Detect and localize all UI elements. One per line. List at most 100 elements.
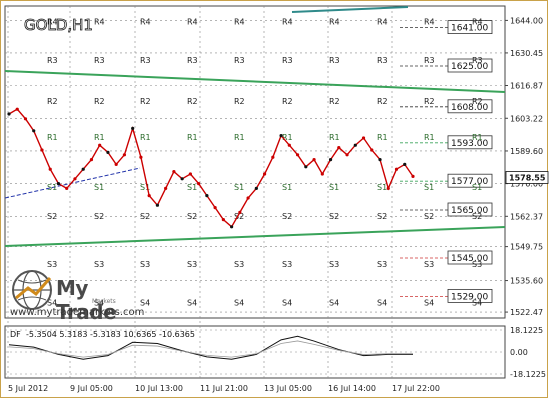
pivot-label-s1: S1 — [94, 183, 104, 192]
price-point — [254, 186, 258, 190]
pivot-label-s3: S3 — [282, 260, 292, 269]
pivot-label-r4: R4 — [472, 18, 483, 27]
price-point — [411, 174, 415, 178]
pivot-label-s1: S1 — [234, 183, 244, 192]
price-point — [238, 210, 242, 214]
y-tick-label: 1522.47 — [510, 308, 543, 317]
price-point — [287, 143, 291, 147]
price-series-layer — [7, 107, 415, 229]
price-point — [312, 158, 316, 162]
y-tick-label: 1603.22 — [510, 114, 543, 123]
price-point — [197, 182, 201, 186]
pivot-level-value: 1529.00 — [451, 292, 488, 302]
pivot-label-r1: R1 — [94, 133, 105, 142]
y-tick-label: 1535.60 — [510, 277, 543, 286]
pivot-label-r1: R1 — [187, 133, 198, 142]
pivot-level-layer: 1641.00 1625.00 1608.00 1593.00 1577.00 1565.… — [400, 20, 493, 303]
price-point — [65, 186, 69, 190]
pivot-label-s4: S4 — [377, 298, 387, 307]
price-point — [180, 177, 184, 181]
price-point — [48, 167, 52, 171]
support-trendline — [4, 167, 141, 199]
pivot-level-value: 1608.00 — [451, 103, 488, 113]
brand-logo: My Trade Markets — [8, 266, 120, 324]
pivot-label-r4: R4 — [234, 18, 245, 27]
pivot-label-s1: S1 — [329, 183, 339, 192]
x-tick-label: 10 Jul 13:00 — [135, 384, 183, 393]
price-point — [370, 148, 374, 152]
logo-subtext: Markets — [92, 298, 116, 305]
price-point — [32, 129, 36, 133]
pivot-label-r4: R4 — [282, 18, 293, 27]
pivot-label-s1: S1 — [424, 183, 434, 192]
price-point — [106, 150, 110, 154]
price-point — [271, 155, 275, 159]
pivot-label-r2: R2 — [94, 97, 105, 106]
price-point — [23, 117, 28, 121]
pivot-level-value: 1641.00 — [451, 24, 488, 34]
pivot-label-r2: R2 — [140, 97, 151, 106]
chart-title: GOLD,H1 — [24, 16, 93, 34]
pivot-label-r4: R4 — [329, 18, 340, 27]
pivot-label-r4: R4 — [424, 18, 435, 27]
trend-channel-lower — [4, 226, 506, 247]
pivot-label-s3: S3 — [140, 260, 150, 269]
indicator-tick-label: 18.1225 — [510, 326, 543, 335]
x-tick-label: 16 Jul 14:00 — [328, 384, 376, 393]
pivot-label-s2: S2 — [377, 212, 387, 221]
axis-layer: 1644.00 1630.45 1616.87 1603.22 1589.60 1576.… — [8, 16, 549, 393]
pivot-label-s2: S2 — [282, 212, 292, 221]
pivot-label-r3: R3 — [94, 56, 105, 65]
pivot-label-s4: S4 — [282, 298, 292, 307]
pivot-level-box — [447, 58, 493, 73]
pivot-level-value: 1625.00 — [451, 62, 488, 72]
pivot-label-s4: S4 — [472, 298, 482, 307]
price-point — [378, 158, 382, 162]
pivot-label-r4: R4 — [94, 18, 105, 27]
pivot-label-r2: R2 — [282, 97, 293, 106]
pivot-label-r4: R4 — [47, 18, 58, 27]
price-point — [213, 206, 217, 210]
pivot-label-s2: S2 — [234, 212, 244, 221]
trend-line-top — [291, 6, 409, 13]
pivot-label-s2: S2 — [47, 212, 57, 221]
pivot-label-r1: R1 — [234, 133, 245, 142]
price-point — [172, 170, 176, 174]
pivot-label-s3: S3 — [424, 260, 434, 269]
pivot-label-r1: R1 — [329, 133, 340, 142]
pivot-label-s3: S3 — [47, 260, 57, 269]
pivot-label-s2: S2 — [94, 212, 104, 221]
price-point — [7, 112, 11, 116]
price-point — [279, 134, 283, 138]
pivot-label-r3: R3 — [187, 56, 198, 65]
pivot-level-value: 1565.00 — [451, 206, 488, 216]
price-point — [73, 177, 77, 181]
site-url: www.mytrademarkets.com — [10, 307, 145, 318]
pivot-label-r2: R2 — [377, 97, 388, 106]
pivot-level-box — [447, 288, 493, 303]
y-tick-label: 1616.87 — [510, 82, 543, 91]
x-tick-label: 11 Jul 21:00 — [200, 384, 248, 393]
pivot-label-r4: R4 — [140, 18, 151, 27]
pivot-label-r2: R2 — [234, 97, 245, 106]
pivot-label-r3: R3 — [377, 56, 388, 65]
grid-layer — [4, 5, 506, 379]
price-point — [155, 203, 160, 207]
price-point — [246, 196, 250, 200]
pivot-label-layer: R4 R4 R4 R4 R4 R4 R4 R4 R4 R4 R3 R3 R3 R3 R3 R3 R3 R3 R3 R3… — [47, 18, 483, 308]
pivot-label-s4: S4 — [187, 298, 197, 307]
price-point — [262, 172, 267, 176]
pivot-level-value: 1593.00 — [451, 139, 488, 149]
pivot-label-r2: R2 — [472, 97, 483, 106]
price-point — [328, 158, 333, 162]
x-tick-label: 13 Jul 05:00 — [264, 384, 312, 393]
pivot-label-r4: R4 — [377, 18, 388, 27]
price-point — [320, 172, 324, 176]
pivot-label-r3: R3 — [47, 56, 58, 65]
x-tick-label: 9 Jul 05:00 — [70, 384, 113, 393]
price-point — [164, 186, 168, 190]
price-point — [131, 126, 135, 130]
price-point — [114, 162, 118, 166]
price-point — [139, 155, 143, 159]
